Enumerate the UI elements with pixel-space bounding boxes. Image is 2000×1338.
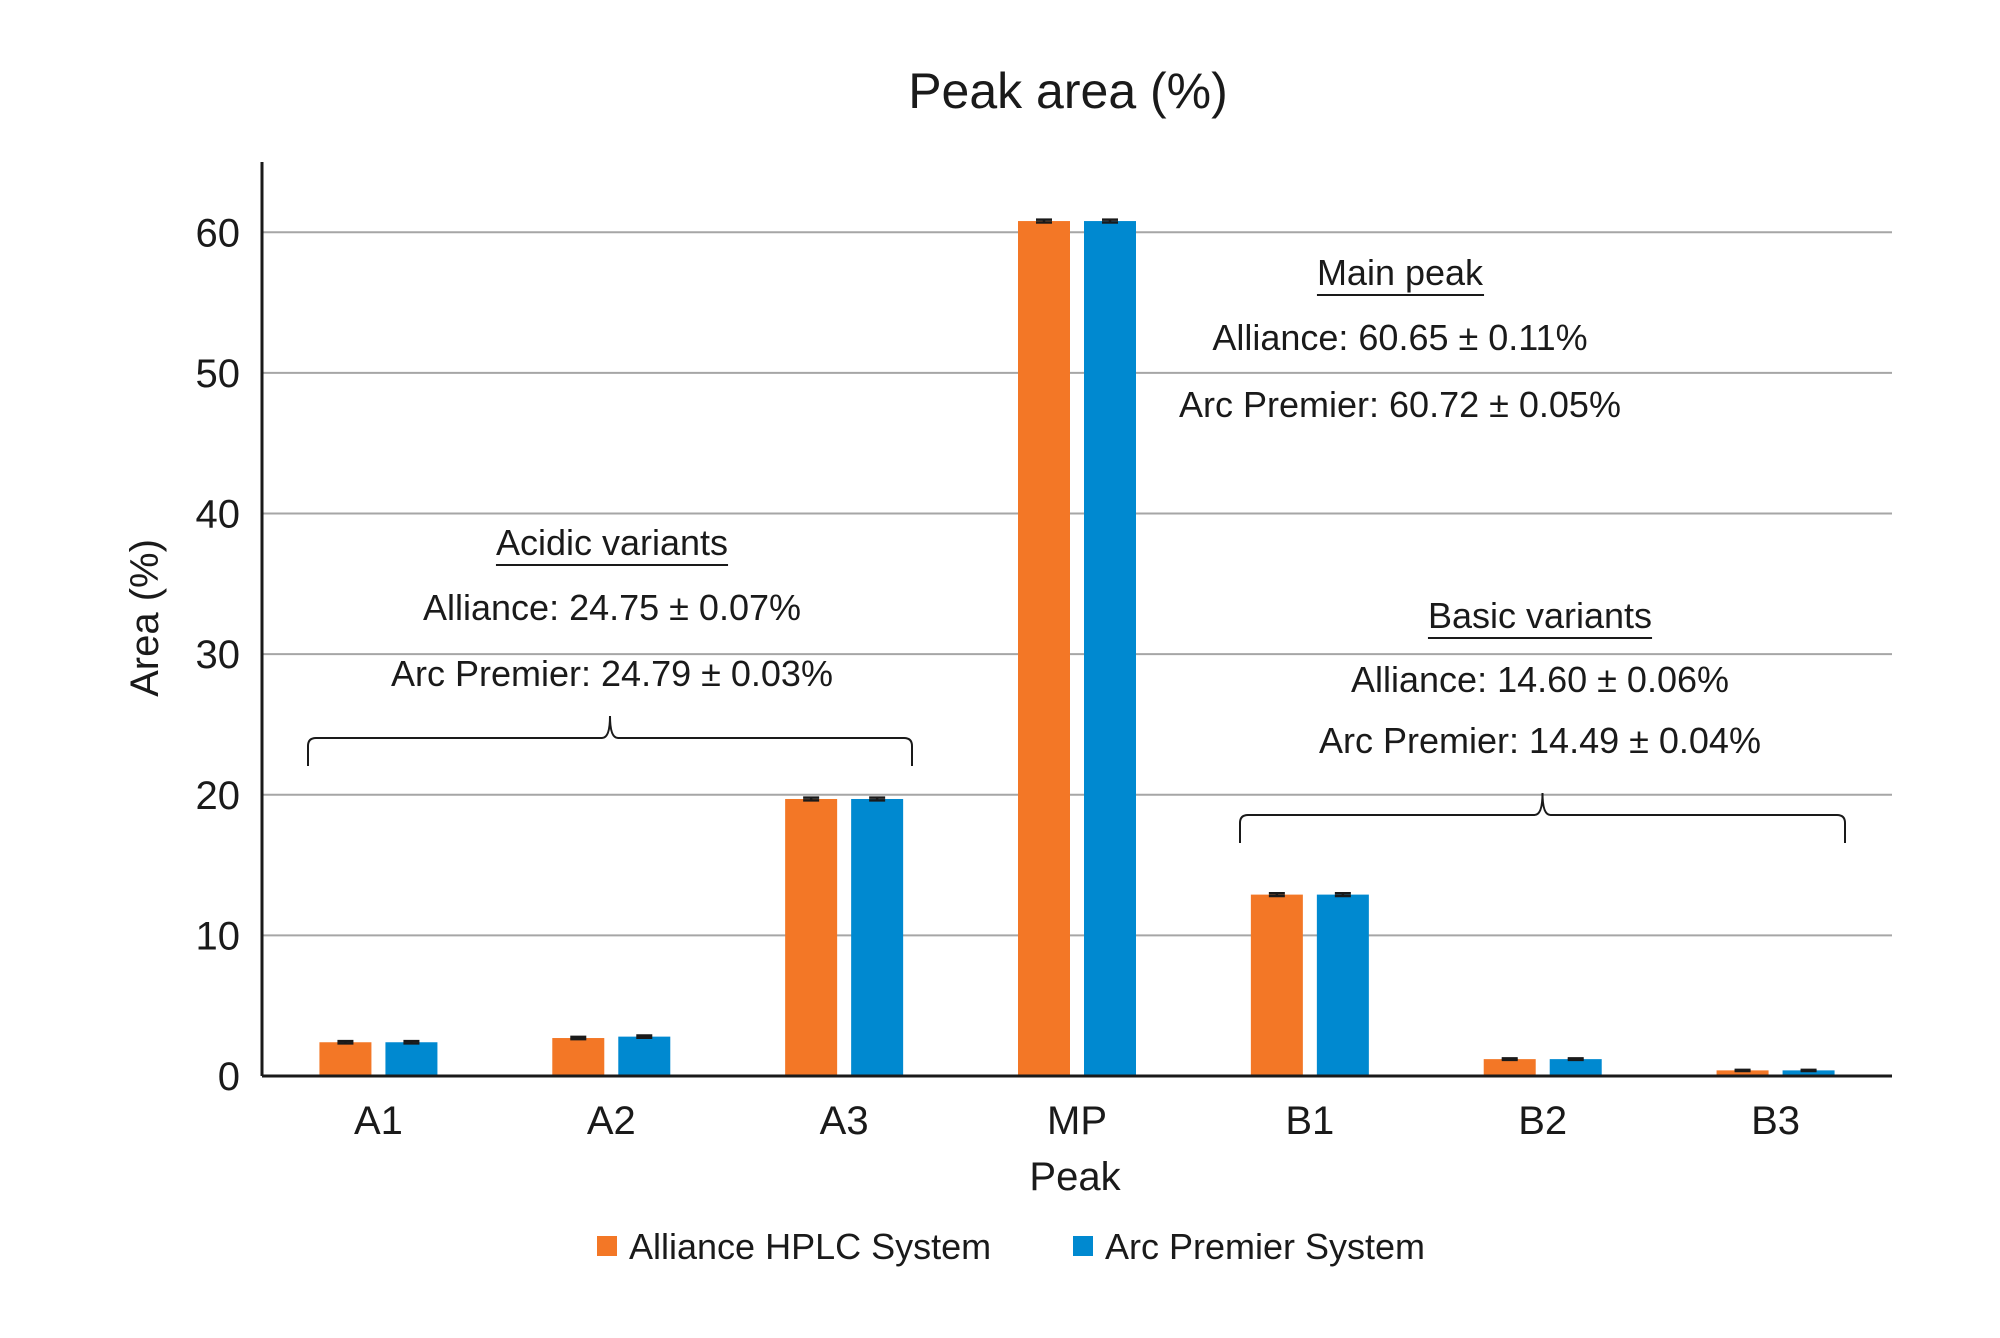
main-arc-text: Arc Premier: 60.72 ± 0.05% [1179,384,1621,425]
bar-alliance-a3 [785,798,838,1076]
bar-arc-b1 [1316,894,1369,1076]
x-tick-label-a2: A2 [587,1099,636,1143]
acidic-arc-text: Arc Premier: 24.79 ± 0.03% [391,653,833,694]
y-axis-title: Area (%) [123,539,167,697]
main-peak-heading: Main peak [1317,252,1484,293]
y-tick-label-10: 10 [196,914,241,958]
annotation-main-peak: Main peak Alliance: 60.65 ± 0.11% Arc Pr… [1179,252,1621,425]
legend: Alliance HPLC System Arc Premier System [597,1226,1425,1267]
bar-arc-a1 [385,1042,438,1076]
bar-alliance-b1 [1250,894,1303,1076]
annotation-basic: Basic variants Alliance: 14.60 ± 0.06% A… [1319,595,1761,761]
y-tick-label-60: 60 [196,211,241,255]
y-tick-label-20: 20 [196,774,241,818]
annotation-acidic: Acidic variants Alliance: 24.75 ± 0.07% … [391,522,833,694]
x-tick-label-mp: MP [1047,1099,1107,1143]
bar-alliance-mp [1018,221,1070,1076]
acidic-bracket [307,715,913,766]
bar-alliance-b2 [1483,1059,1536,1076]
y-tick-label-30: 30 [196,633,241,677]
y-tick-label-0: 0 [218,1055,240,1099]
x-tick-label-a3: A3 [820,1099,869,1143]
basic-bracket [1239,792,1846,843]
bar-arc-b2 [1549,1059,1602,1076]
bar-alliance-a2 [552,1038,605,1076]
x-tick-label-b1: B1 [1285,1099,1334,1143]
bar-alliance-a1 [319,1042,372,1076]
bar-arc-a2 [618,1036,671,1076]
bars [319,218,1835,1076]
bar-arc-b3 [1782,1070,1835,1076]
acidic-heading: Acidic variants [496,522,728,563]
bar-alliance-b3 [1716,1070,1769,1076]
y-tick-label-40: 40 [196,493,241,537]
basic-alliance-text: Alliance: 14.60 ± 0.06% [1351,659,1729,700]
y-tick-label-50: 50 [196,352,241,396]
basic-arc-text: Arc Premier: 14.49 ± 0.04% [1319,720,1761,761]
bar-arc-mp [1084,221,1136,1076]
x-axis-title: Peak [1029,1155,1121,1199]
x-tick-label-b3: B3 [1751,1099,1800,1143]
bar-arc-a3 [851,798,904,1076]
legend-label-alliance: Alliance HPLC System [629,1226,991,1267]
chart-title: Peak area (%) [908,63,1228,119]
legend-swatch-arc [1073,1236,1093,1256]
acidic-alliance-text: Alliance: 24.75 ± 0.07% [423,587,801,628]
x-tick-label-a1: A1 [354,1099,403,1143]
x-tick-label-b2: B2 [1518,1099,1567,1143]
gridlines [262,231,1892,937]
main-alliance-text: Alliance: 60.65 ± 0.11% [1212,317,1587,358]
legend-swatch-alliance [597,1236,617,1256]
basic-heading: Basic variants [1428,595,1652,636]
legend-label-arc: Arc Premier System [1105,1226,1425,1267]
